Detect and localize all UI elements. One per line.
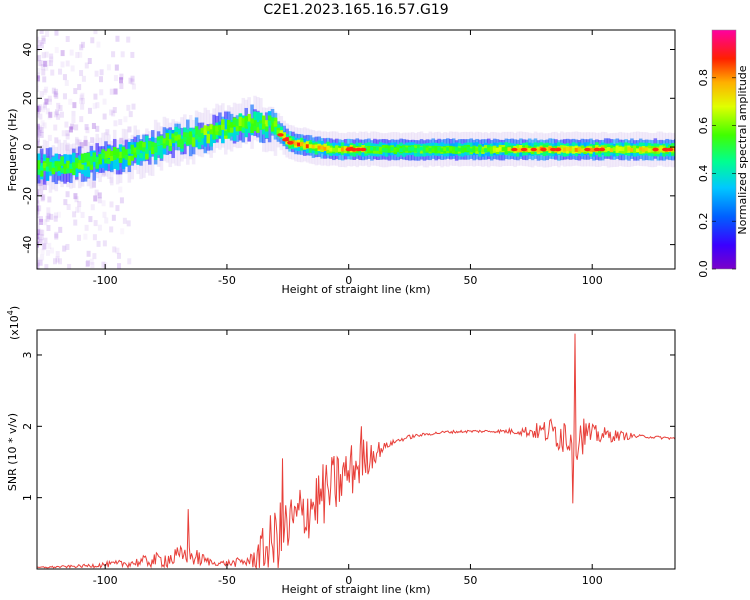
snr-x-tick-label: 100 (582, 574, 603, 587)
spectrogram-heatmap (37, 30, 675, 269)
colorbar-gradient (712, 30, 736, 269)
colorbar-tick-label: 0.8 (697, 69, 710, 87)
spectrogram-x-tick-label: -50 (218, 274, 236, 287)
spectrogram-x-label: Height of straight line (km) (281, 283, 430, 296)
colorbar-ticks: 0.0 0.2 0.4 0.6 0.8 (697, 69, 736, 278)
snr-multiplier-close: ) (8, 306, 21, 310)
colorbar-tick-label: 0.2 (697, 212, 710, 230)
snr-y-label: SNR (10 * v/v) (6, 413, 19, 491)
spectrogram-y-tick-label: 0 (21, 144, 34, 151)
snr-x-label: Height of straight line (km) (281, 583, 430, 596)
snr-y-tick-label: 1 (21, 494, 34, 501)
spectrogram-y-tick-label: -20 (21, 187, 34, 205)
svg-text:(x104): (x104) (6, 306, 21, 340)
snr-frame (36, 329, 676, 570)
spectrogram-x-tick-label: 50 (463, 274, 477, 287)
snr-multiplier: (x104) (6, 306, 21, 340)
spectrogram-x-tick-label: -100 (93, 274, 118, 287)
snr-y-ticks: 1 2 3 (21, 351, 675, 501)
spectrogram-y-tick-label: 40 (21, 43, 34, 57)
snr-y-tick-label: 2 (21, 423, 34, 430)
spectrogram-x-tick-label: 100 (582, 274, 603, 287)
snr-multiplier-exponent: 4 (6, 310, 15, 315)
snr-x-tick-label: 50 (463, 574, 477, 587)
colorbar-tick-label: 0.4 (697, 165, 710, 183)
snr-y-tick-label: 3 (21, 351, 34, 358)
snr-x-tick-label: -50 (218, 574, 236, 587)
spectrogram-y-label: Frequency (Hz) (6, 109, 19, 192)
spectrogram-x-ticks: -100 -50 0 50 100 (93, 30, 603, 287)
snr-panel: -100 -50 0 50 100 1 2 3 Height of straight lin… (6, 306, 676, 596)
colorbar-tick-label: 0.0 (697, 260, 710, 278)
snr-x-tick-label: 0 (345, 574, 352, 587)
colorbar-tick-label: 0.6 (697, 117, 710, 135)
snr-x-ticks: -100 -50 0 50 100 (93, 330, 603, 587)
spectrogram-frame (36, 29, 676, 270)
spectrogram-x-tick-label: 0 (345, 274, 352, 287)
spectrogram-y-ticks: -40 -20 0 20 40 (21, 43, 675, 254)
spectrogram-y-tick-label: -40 (21, 236, 34, 254)
snr-multiplier-label: (x10 (8, 315, 21, 340)
colorbar-label: Normalized spectral amplitude (736, 65, 749, 234)
colorbar: 0.0 0.2 0.4 0.6 0.8 Normalized spectral ampl… (697, 29, 749, 278)
spectrogram-panel: -100 -50 0 50 100 -40 -20 0 20 40 Height of stra… (6, 29, 676, 296)
figure-title: C2E1.2023.165.16.57.G19 (263, 2, 448, 18)
snr-x-tick-label: -100 (93, 574, 118, 587)
spectrogram-y-tick-label: 20 (21, 91, 34, 105)
snr-series-line (37, 333, 675, 569)
